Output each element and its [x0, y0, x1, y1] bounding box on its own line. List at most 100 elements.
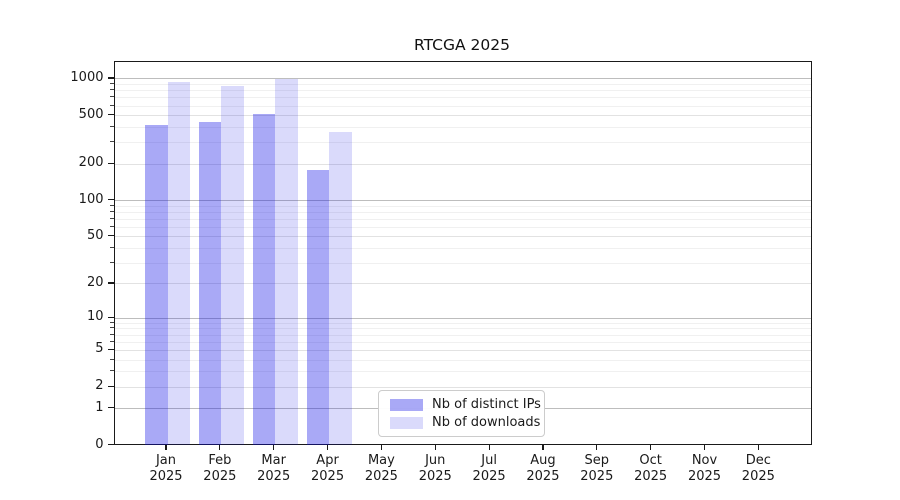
y-minortick-800 [110, 89, 114, 91]
gridline-90 [114, 205, 811, 207]
y-tick-label-10: 10 [86, 309, 104, 325]
y-minortick-6 [110, 340, 114, 342]
gridline-60 [114, 226, 811, 228]
bar-downloads-jan [167, 82, 190, 446]
legend-item-downloads: Nb of downloads [390, 414, 540, 432]
y-minortick-70 [110, 217, 114, 219]
y-tick-200 [107, 162, 114, 164]
gridline-30 [114, 262, 811, 264]
legend-item-distinct-ips: Nb of distinct IPs [390, 396, 541, 414]
y-tick-label-20: 20 [86, 274, 104, 290]
bar-distinct-ips-jan [145, 124, 168, 446]
y-minortick-700 [110, 96, 114, 98]
x-tick-mar [273, 444, 275, 450]
y-minortick-600 [110, 104, 114, 106]
y-tick-1 [107, 407, 114, 409]
x-tick-label-jun: Jun 2025 [418, 452, 452, 484]
y-tick-2 [107, 385, 114, 387]
gridline-8 [114, 328, 811, 330]
gridline-2 [114, 386, 811, 388]
x-tick-label-jan: Jan 2025 [149, 452, 183, 484]
y-minortick-300 [110, 141, 114, 143]
y-minortick-60 [110, 225, 114, 227]
bar-distinct-ips-mar [252, 113, 276, 446]
y-minortick-7 [110, 333, 114, 335]
x-tick-label-oct: Oct 2025 [634, 452, 668, 484]
y-minortick-40 [110, 246, 114, 248]
gridline-4 [114, 359, 811, 361]
bar-downloads-mar [275, 79, 298, 446]
y-tick-label-0: 0 [95, 436, 104, 452]
y-minortick-30 [110, 261, 114, 263]
legend: Nb of distinct IPs Nb of downloads [378, 390, 545, 437]
y-tick-10 [107, 316, 114, 318]
y-minortick-400 [110, 125, 114, 127]
x-tick-oct [650, 444, 652, 450]
gridline-20 [114, 283, 811, 285]
y-tick-0 [107, 443, 114, 446]
gridline-1000 [114, 78, 811, 80]
gridline-40 [114, 247, 811, 249]
x-tick-sep [596, 444, 598, 450]
x-tick-jul [488, 444, 490, 450]
x-tick-nov [703, 444, 706, 450]
x-tick-aug [542, 444, 544, 450]
gridline-3 [114, 371, 811, 373]
y-tick-label-500: 500 [78, 106, 104, 122]
gridline-5 [114, 349, 811, 351]
bar-downloads-apr [329, 131, 352, 446]
gridline-300 [114, 142, 811, 144]
y-tick-label-5: 5 [95, 341, 104, 357]
x-tick-label-jul: Jul 2025 [472, 452, 506, 484]
y-minortick-90 [110, 204, 114, 206]
legend-label-downloads: Nb of downloads [432, 415, 541, 430]
y-minortick-8 [110, 327, 114, 329]
x-tick-label-dec: Dec 2025 [741, 452, 775, 484]
gridline-80 [114, 211, 811, 213]
x-tick-label-nov: Nov 2025 [687, 452, 722, 484]
bar-downloads-feb [221, 86, 244, 446]
y-tick-5 [107, 348, 114, 351]
y-tick-1000 [107, 77, 114, 79]
gridline-9 [114, 322, 811, 324]
y-tick-label-100: 100 [78, 191, 104, 207]
x-tick-label-sep: Sep 2025 [580, 452, 614, 484]
y-tick-label-2: 2 [95, 378, 104, 394]
x-tick-label-aug: Aug 2025 [526, 452, 560, 484]
y-tick-label-1: 1 [95, 399, 104, 415]
bar-distinct-ips-feb [198, 122, 222, 446]
y-tick-20 [107, 282, 114, 284]
x-tick-label-feb: Feb 2025 [203, 452, 237, 484]
plot-area [113, 60, 812, 446]
x-tick-jun [434, 444, 436, 450]
gridline-600 [114, 105, 811, 107]
gridline-500 [114, 115, 811, 117]
gridline-400 [114, 126, 811, 128]
gridline-7 [114, 334, 811, 336]
x-tick-apr [326, 444, 329, 450]
x-tick-label-mar: Mar 2025 [257, 452, 291, 484]
gridline-10 [114, 317, 811, 319]
x-tick-label-apr: Apr 2025 [311, 452, 345, 484]
y-tick-label-50: 50 [86, 227, 104, 243]
chart-title: RTCGA 2025 [413, 36, 510, 54]
x-tick-feb [219, 444, 221, 450]
legend-swatch-distinct-ips [390, 398, 423, 412]
gridline-50 [114, 236, 811, 238]
y-minortick-900 [110, 83, 114, 85]
y-minortick-4 [110, 358, 114, 360]
y-tick-label-1000: 1000 [70, 69, 104, 85]
x-tick-dec [757, 444, 759, 450]
bar-distinct-ips-apr [306, 169, 330, 446]
x-tick-may [380, 444, 382, 450]
gridline-200 [114, 163, 811, 165]
gridline-100 [114, 200, 811, 202]
gridline-70 [114, 218, 811, 220]
x-tick-jan [165, 444, 167, 450]
y-minortick-80 [110, 210, 114, 212]
gridline-700 [114, 97, 811, 99]
gridline-900 [114, 84, 811, 86]
y-tick-100 [107, 199, 114, 201]
y-tick-50 [107, 235, 114, 237]
